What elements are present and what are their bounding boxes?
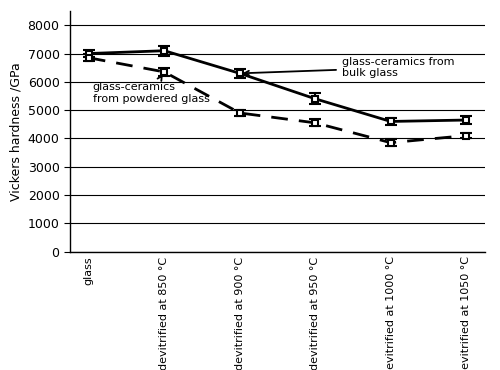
Text: glass-ceramics
from powdered glass: glass-ceramics from powdered glass xyxy=(92,76,210,104)
Y-axis label: Vickers hardness /GPa: Vickers hardness /GPa xyxy=(9,62,22,201)
Text: glass-ceramics from
bulk glass: glass-ceramics from bulk glass xyxy=(244,57,454,78)
